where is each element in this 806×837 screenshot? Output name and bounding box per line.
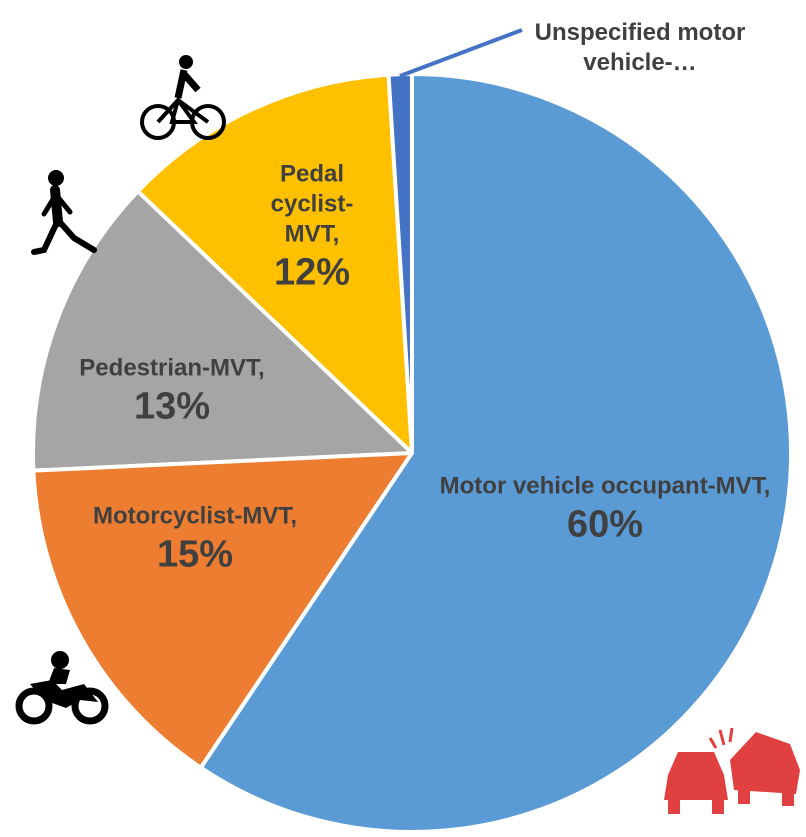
slice-label: Pedestrian-MVT, 13% — [22, 353, 322, 431]
crash-icon — [664, 727, 800, 814]
pie-slice — [134, 72, 415, 458]
motorcycle-icon — [15, 651, 109, 725]
value-label: 13% — [133, 385, 211, 428]
pie-slice — [31, 188, 417, 473]
icons — [15, 55, 800, 814]
slice-label: Motorcyclist-MVT, 15% — [80, 501, 310, 579]
value-label: 15% — [156, 533, 234, 576]
pedestrian-icon — [31, 170, 97, 255]
value-label: 60% — [566, 503, 644, 546]
value-label: 12% — [273, 251, 351, 294]
pie-slice — [198, 71, 793, 834]
slice-label: Pedal cyclist-MVT, 12% — [255, 159, 370, 297]
category-label: Pedestrian-MVT, — [79, 354, 265, 382]
category-label: Motorcyclist-MVT, — [92, 502, 298, 530]
category-label: Pedal cyclist-MVT, — [270, 160, 354, 248]
cyclist-icon — [140, 55, 226, 140]
slice-label: Unspecified motor vehicle-… — [520, 18, 760, 78]
category-label: Unspecified motor vehicle-… — [534, 19, 746, 76]
category-label: Motor vehicle occupant-MVT, — [439, 472, 771, 500]
leader-line — [399, 28, 523, 78]
slice-label: Motor vehicle occupant-MVT, 60% — [430, 471, 780, 549]
pie-slice — [31, 450, 416, 771]
